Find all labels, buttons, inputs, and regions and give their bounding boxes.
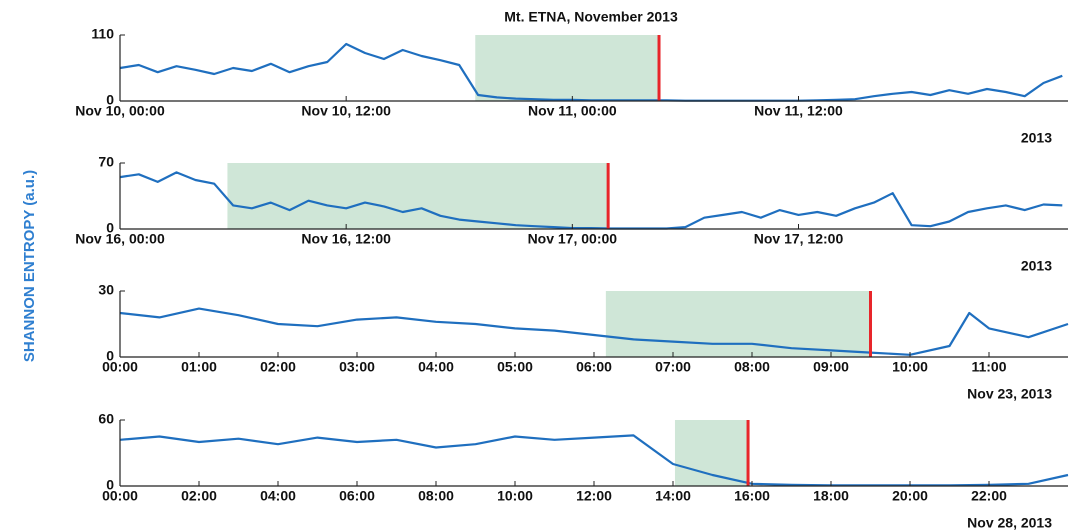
x-tick-label: Nov 11, 00:00 [528, 103, 617, 119]
x-tick-label: 10:00 [497, 488, 533, 504]
x-tick-label: Nov 16, 00:00 [75, 231, 165, 247]
highlight-region [605, 291, 871, 357]
chart-title: Mt. ETNA, November 2013 [504, 9, 678, 25]
x-tick-label: 08:00 [734, 359, 770, 375]
x-tick-label: 16:00 [734, 488, 770, 504]
x-tick-label: 20:00 [892, 488, 928, 504]
y-tick-label: 110 [91, 26, 114, 42]
x-tick-label: 03:00 [339, 359, 375, 375]
data-line [119, 307, 1069, 356]
x-tick-label: 10:00 [892, 359, 928, 375]
x-tick-label: 02:00 [260, 359, 296, 375]
x-tick-label: 05:00 [497, 359, 533, 375]
y-tick-label: 30 [98, 282, 114, 298]
x-tick-label: Nov 17, 00:00 [528, 231, 618, 247]
x-tick-label: Nov 11, 12:00 [754, 103, 843, 119]
x-tick-label: Nov 16, 12:00 [301, 231, 391, 247]
x-tick-label: 12:00 [576, 488, 612, 504]
corner-label: 2013 [1021, 258, 1052, 274]
x-tick-label: 11:00 [971, 359, 1006, 375]
x-tick-label: 00:00 [102, 488, 138, 504]
corner-label: Nov 23, 2013 [967, 386, 1052, 402]
x-tick-label: 22:00 [971, 488, 1007, 504]
highlight-region [674, 420, 749, 486]
x-tick-label: 00:00 [102, 359, 138, 375]
x-tick-label: 09:00 [813, 359, 849, 375]
y-tick-label: 0 [106, 220, 114, 236]
y-tick-label: 60 [98, 411, 114, 427]
x-tick-label: 02:00 [181, 488, 217, 504]
y-tick-label: 0 [106, 92, 114, 108]
y-tick-label: 0 [106, 348, 114, 364]
x-tick-label: 01:00 [181, 359, 217, 375]
x-tick-label: 14:00 [655, 488, 691, 504]
highlight-region [475, 35, 660, 101]
x-tick-label: 18:00 [813, 488, 849, 504]
x-tick-label: 06:00 [576, 359, 612, 375]
x-tick-label: 07:00 [655, 359, 691, 375]
highlight-region [227, 163, 609, 229]
y-tick-label: 70 [98, 154, 114, 170]
y-tick-label: 0 [106, 477, 114, 493]
x-tick-label: Nov 17, 12:00 [754, 231, 844, 247]
corner-label: 2013 [1021, 130, 1052, 146]
x-tick-label: 08:00 [418, 488, 454, 504]
corner-label: Nov 28, 2013 [967, 515, 1052, 531]
y-axis-label: SHANNON ENTROPY (a.u.) [21, 170, 38, 362]
x-tick-label: 04:00 [260, 488, 296, 504]
data-line [119, 434, 1069, 487]
x-tick-label: Nov 10, 00:00 [75, 103, 165, 119]
x-tick-label: 06:00 [339, 488, 375, 504]
data-line [119, 171, 1063, 230]
x-tick-label: Nov 10, 12:00 [301, 103, 391, 119]
x-tick-label: 04:00 [418, 359, 454, 375]
